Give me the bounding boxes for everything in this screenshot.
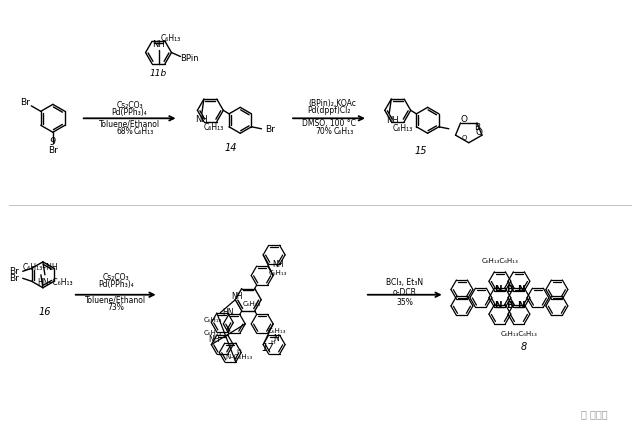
Text: C₆H₁₃C₆H₁₃: C₆H₁₃C₆H₁₃	[481, 258, 518, 264]
Text: C₆H₁₃: C₆H₁₃	[203, 329, 221, 335]
Text: o-DCB: o-DCB	[393, 288, 417, 297]
Text: Cs₂CO₃: Cs₂CO₃	[116, 101, 143, 110]
Text: C₆H₁₃: C₆H₁₃	[134, 127, 154, 136]
Text: Cs₂CO₃: Cs₂CO₃	[102, 273, 129, 282]
Text: C₆H₁₃C₆H₁₃: C₆H₁₃C₆H₁₃	[500, 331, 537, 337]
Text: N: N	[517, 302, 525, 311]
Text: HN: HN	[222, 308, 234, 317]
Text: DMSO, 100 °C: DMSO, 100 °C	[302, 119, 356, 128]
Text: B: B	[506, 302, 513, 311]
Text: 9: 9	[50, 137, 56, 147]
Text: H: H	[271, 340, 276, 345]
Text: C₆H₁₃: C₆H₁₃	[204, 123, 224, 132]
Text: C₆H₁₃: C₆H₁₃	[204, 317, 222, 323]
Text: C₆H₁₃: C₆H₁₃	[161, 34, 180, 43]
Text: O: O	[462, 135, 467, 141]
Text: C₆H₁₃: C₆H₁₃	[268, 328, 286, 334]
Text: N: N	[273, 334, 279, 343]
Text: 14: 14	[224, 143, 237, 153]
Text: O: O	[460, 115, 467, 124]
Text: 68%: 68%	[116, 127, 133, 136]
Text: N: N	[494, 285, 502, 294]
Text: NH: NH	[231, 292, 243, 301]
Text: (BPin)₂,KOAc: (BPin)₂,KOAc	[308, 99, 356, 108]
Text: C₆H₁₃: C₆H₁₃	[243, 302, 261, 308]
Text: BPin: BPin	[180, 54, 199, 63]
Text: N: N	[494, 302, 502, 311]
Text: NH: NH	[152, 40, 165, 49]
Text: 8: 8	[521, 342, 527, 352]
Text: Toluene/Ethanol: Toluene/Ethanol	[85, 295, 146, 304]
Text: N: N	[517, 285, 525, 294]
Text: C₆H₁₃: C₆H₁₃	[334, 127, 354, 136]
Text: C₆H₁₃: C₆H₁₃	[393, 124, 413, 133]
Text: 70%: 70%	[316, 127, 332, 136]
Text: B: B	[506, 285, 513, 294]
Text: NH: NH	[209, 335, 220, 344]
Text: 73%: 73%	[108, 303, 124, 312]
Text: C₆H₁₃–NH: C₆H₁₃–NH	[23, 263, 59, 272]
Text: C₆H₁₃: C₆H₁₃	[269, 270, 287, 276]
Text: Br: Br	[48, 146, 58, 155]
Text: Pd(PPh₃)₄: Pd(PPh₃)₄	[98, 280, 134, 289]
Text: Pd(dppf)Cl₂: Pd(dppf)Cl₂	[307, 106, 351, 115]
Text: 迆 材料人: 迆 材料人	[580, 409, 607, 420]
Text: NH: NH	[195, 115, 208, 124]
Text: Br: Br	[266, 125, 275, 134]
Text: 15: 15	[415, 146, 427, 156]
Text: 17: 17	[262, 343, 275, 353]
Text: Toluene/Ethanol: Toluene/Ethanol	[99, 120, 160, 129]
Text: Br: Br	[9, 267, 19, 276]
Text: O: O	[476, 128, 483, 137]
Text: HN–C₆H₁₃: HN–C₆H₁₃	[37, 278, 73, 287]
Text: 11b: 11b	[150, 69, 167, 78]
Text: 16: 16	[38, 307, 51, 317]
Text: Br: Br	[9, 274, 19, 283]
Text: H: H	[236, 348, 241, 353]
Text: BCl₃, Et₃N: BCl₃, Et₃N	[386, 278, 423, 287]
Text: 35%: 35%	[396, 298, 413, 307]
Text: Pd(PPh₃)₄: Pd(PPh₃)₄	[112, 108, 147, 117]
Text: Br: Br	[20, 98, 30, 107]
Text: NH: NH	[386, 115, 399, 124]
Text: B: B	[474, 124, 480, 133]
Text: NH: NH	[273, 260, 284, 269]
Text: N–C₆H₁₃: N–C₆H₁₃	[225, 354, 252, 360]
